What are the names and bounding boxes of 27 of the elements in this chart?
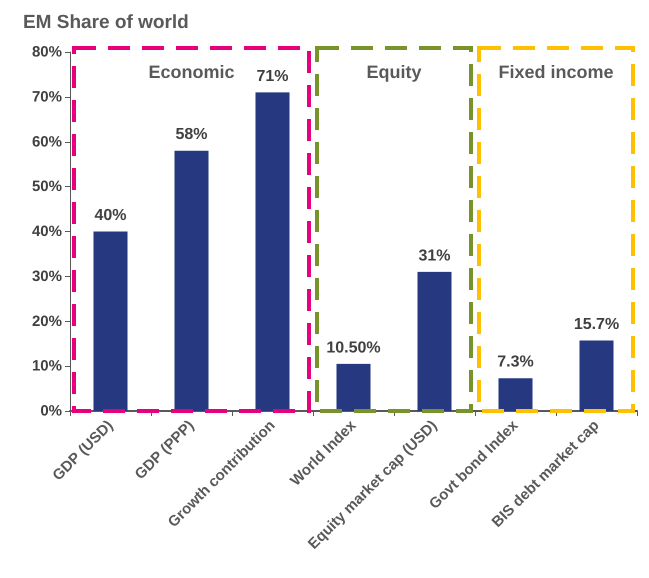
y-tick-label: 30%: [32, 268, 62, 285]
bar: [174, 150, 209, 411]
annotation: Fixed income: [498, 62, 614, 83]
chart-title: EM Share of world: [23, 12, 189, 33]
data-label: 31%: [418, 247, 451, 264]
data-label: 71%: [256, 68, 289, 85]
y-tick-label: 50%: [32, 178, 62, 196]
bar: [336, 364, 371, 411]
data-label: 58%: [175, 126, 208, 144]
data-label: 10.50%: [326, 339, 381, 356]
annotation: Economic: [148, 62, 235, 83]
bar: [579, 340, 614, 411]
annotation: Equity: [366, 62, 422, 83]
bar: [93, 232, 128, 411]
y-tick-label: 20%: [32, 312, 62, 330]
data-label: 7.3%: [497, 354, 534, 371]
bar: [417, 272, 452, 411]
bar: [255, 92, 290, 411]
y-tick-label: 60%: [32, 133, 62, 150]
y-tick-label: 70%: [32, 88, 62, 106]
y-tick-label: 0%: [40, 402, 62, 420]
data-label: 15.7%: [574, 316, 620, 334]
bar: [498, 378, 533, 411]
y-tick-label: 40%: [32, 223, 62, 240]
y-tick-label: 10%: [32, 358, 62, 375]
y-tick-label: 80%: [32, 44, 62, 60]
data-label: 40%: [94, 207, 127, 224]
